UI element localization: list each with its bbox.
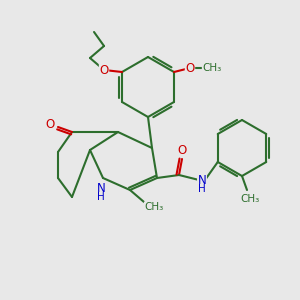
Text: H: H: [198, 184, 206, 194]
Text: O: O: [45, 118, 55, 131]
Text: O: O: [185, 61, 195, 74]
Text: O: O: [177, 143, 187, 157]
Text: H: H: [97, 192, 105, 202]
Text: CH₃: CH₃: [240, 194, 260, 204]
Text: O: O: [99, 64, 109, 76]
Text: CH₃: CH₃: [202, 63, 222, 73]
Text: N: N: [198, 173, 206, 187]
Text: CH₃: CH₃: [144, 202, 164, 212]
Text: N: N: [97, 182, 105, 194]
